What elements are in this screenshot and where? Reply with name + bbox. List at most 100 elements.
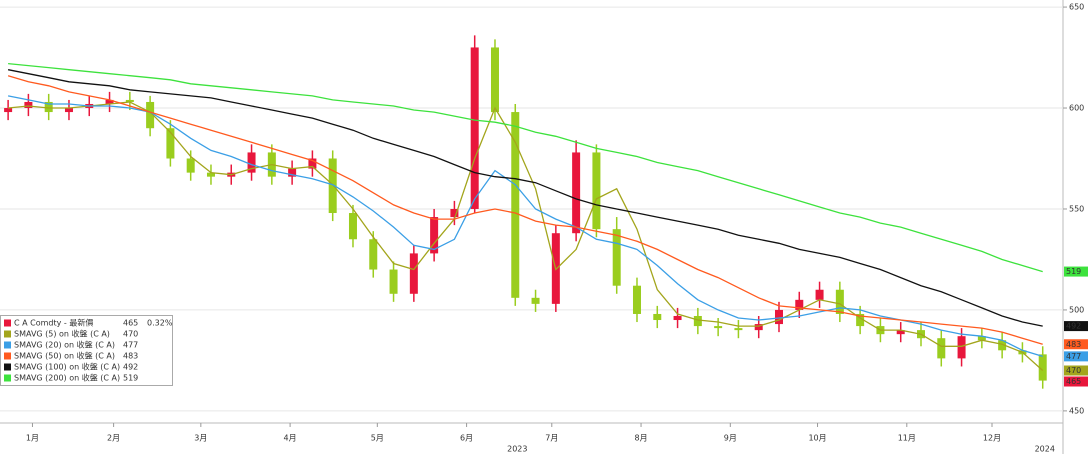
candle-body (105, 99, 114, 104)
candle-body (125, 99, 134, 102)
candle-body (389, 269, 398, 294)
candle-body (835, 289, 844, 314)
y-tick-label: 550 (1069, 204, 1084, 213)
value-tag-label: 465 (1066, 377, 1081, 386)
candle-body (632, 285, 641, 314)
x-tick-label: 8月 (634, 434, 647, 443)
candle-body (977, 336, 986, 341)
candle-body (308, 158, 317, 169)
value-tag (1064, 266, 1088, 277)
year-label: 2024 (1035, 445, 1055, 454)
value-tag (1064, 351, 1088, 362)
candle-body (734, 328, 743, 331)
candle-body (348, 213, 357, 240)
candle-body (146, 101, 155, 129)
candle-body (369, 239, 378, 270)
x-tick-label: 5月 (371, 434, 384, 443)
legend-swatch (4, 374, 11, 382)
candle-body (856, 313, 865, 327)
candle-body (511, 112, 520, 298)
candle-body (998, 340, 1007, 351)
ma-line (7, 75, 1043, 345)
ma-line (8, 62, 1043, 273)
candle-body (64, 108, 73, 113)
y-tick-label: 500 (1069, 305, 1084, 314)
value-tag-label: 470 (1066, 366, 1081, 375)
candle-body (44, 101, 53, 113)
candle-body (4, 108, 13, 113)
candle-body (673, 315, 682, 321)
candle-body (714, 326, 723, 329)
legend: C A Comdty - 最新價 465 SMAVG (5) on 收盤 (C A)… (0, 315, 173, 386)
candle-body (450, 208, 459, 218)
y-tick-label: 650 (1069, 3, 1084, 12)
candle-body (592, 152, 601, 230)
legend-swatch (4, 319, 11, 327)
candle-body (206, 172, 215, 177)
value-tag (1064, 365, 1088, 376)
candle-body (288, 168, 297, 177)
value-tag-label: 477 (1066, 352, 1081, 361)
legend-value: 465 (123, 319, 138, 328)
legend-value: 492 (123, 363, 138, 372)
legend-box (0, 315, 173, 386)
candle-body (430, 217, 439, 254)
candle-body (754, 324, 763, 331)
candle-body (186, 158, 195, 173)
legend-swatch (4, 341, 11, 349)
candle-body (409, 253, 418, 294)
candle-body (957, 336, 966, 359)
x-tick-label: 2月 (107, 434, 120, 443)
x-tick-label: 6月 (460, 434, 473, 443)
legend-label: SMAVG (5) on 收盤 (C A) (14, 329, 110, 339)
y-tick-label: 450 (1069, 406, 1084, 415)
candle-body (247, 152, 256, 173)
legend-value: 519 (123, 374, 138, 383)
candle-body (531, 297, 540, 304)
legend-value: 477 (123, 341, 138, 350)
y-tick-label: 600 (1069, 104, 1084, 113)
ma-line (7, 69, 1043, 327)
legend-label: SMAVG (50) on 收盤 (C A) (14, 351, 115, 361)
candle-body (815, 289, 824, 300)
candle-body (572, 152, 581, 234)
candle-body (774, 309, 783, 325)
x-tick-label: 7月 (545, 434, 558, 443)
value-tag (1064, 321, 1088, 332)
candle-body (166, 128, 175, 159)
year-label: 2023 (507, 445, 527, 454)
candle-body (24, 101, 33, 109)
x-tick-label: 3月 (194, 434, 207, 443)
x-tick-label: 10月 (808, 434, 826, 443)
candle-body (1038, 354, 1047, 381)
x-tick-label: 1月 (26, 434, 39, 443)
x-tick-label: 11月 (898, 434, 916, 443)
candle-body (896, 330, 905, 335)
x-tick-label: 9月 (724, 434, 737, 443)
legend-swatch (4, 330, 11, 338)
value-tag-label: 483 (1066, 340, 1081, 349)
candle-body (328, 158, 337, 214)
legend-value: 470 (123, 330, 138, 339)
legend-swatch (4, 363, 11, 371)
value-tag (1064, 376, 1088, 387)
candle-body (490, 47, 499, 113)
legend-swatch (4, 352, 11, 360)
ma-line (7, 95, 1043, 358)
candle-body (612, 229, 621, 286)
x-tick-label: 4月 (284, 434, 297, 443)
legend-value: 483 (123, 352, 138, 361)
value-tag-label: 519 (1066, 267, 1081, 276)
value-tag-label: 492 (1066, 322, 1081, 331)
legend-label: SMAVG (100) on 收盤 (C A) (14, 362, 120, 372)
x-tick-label: 12月 (983, 434, 1001, 443)
candle-body (470, 47, 479, 209)
ma-line (8, 101, 1044, 371)
legend-label: SMAVG (200) on 收盤 (C A) (14, 373, 120, 383)
value-tag (1064, 339, 1088, 350)
legend-label: SMAVG (20) on 收盤 (C A) (14, 340, 115, 350)
candle-body (693, 315, 702, 327)
candle-body (937, 338, 946, 359)
legend-label: C A Comdty - 最新價 (14, 318, 93, 328)
